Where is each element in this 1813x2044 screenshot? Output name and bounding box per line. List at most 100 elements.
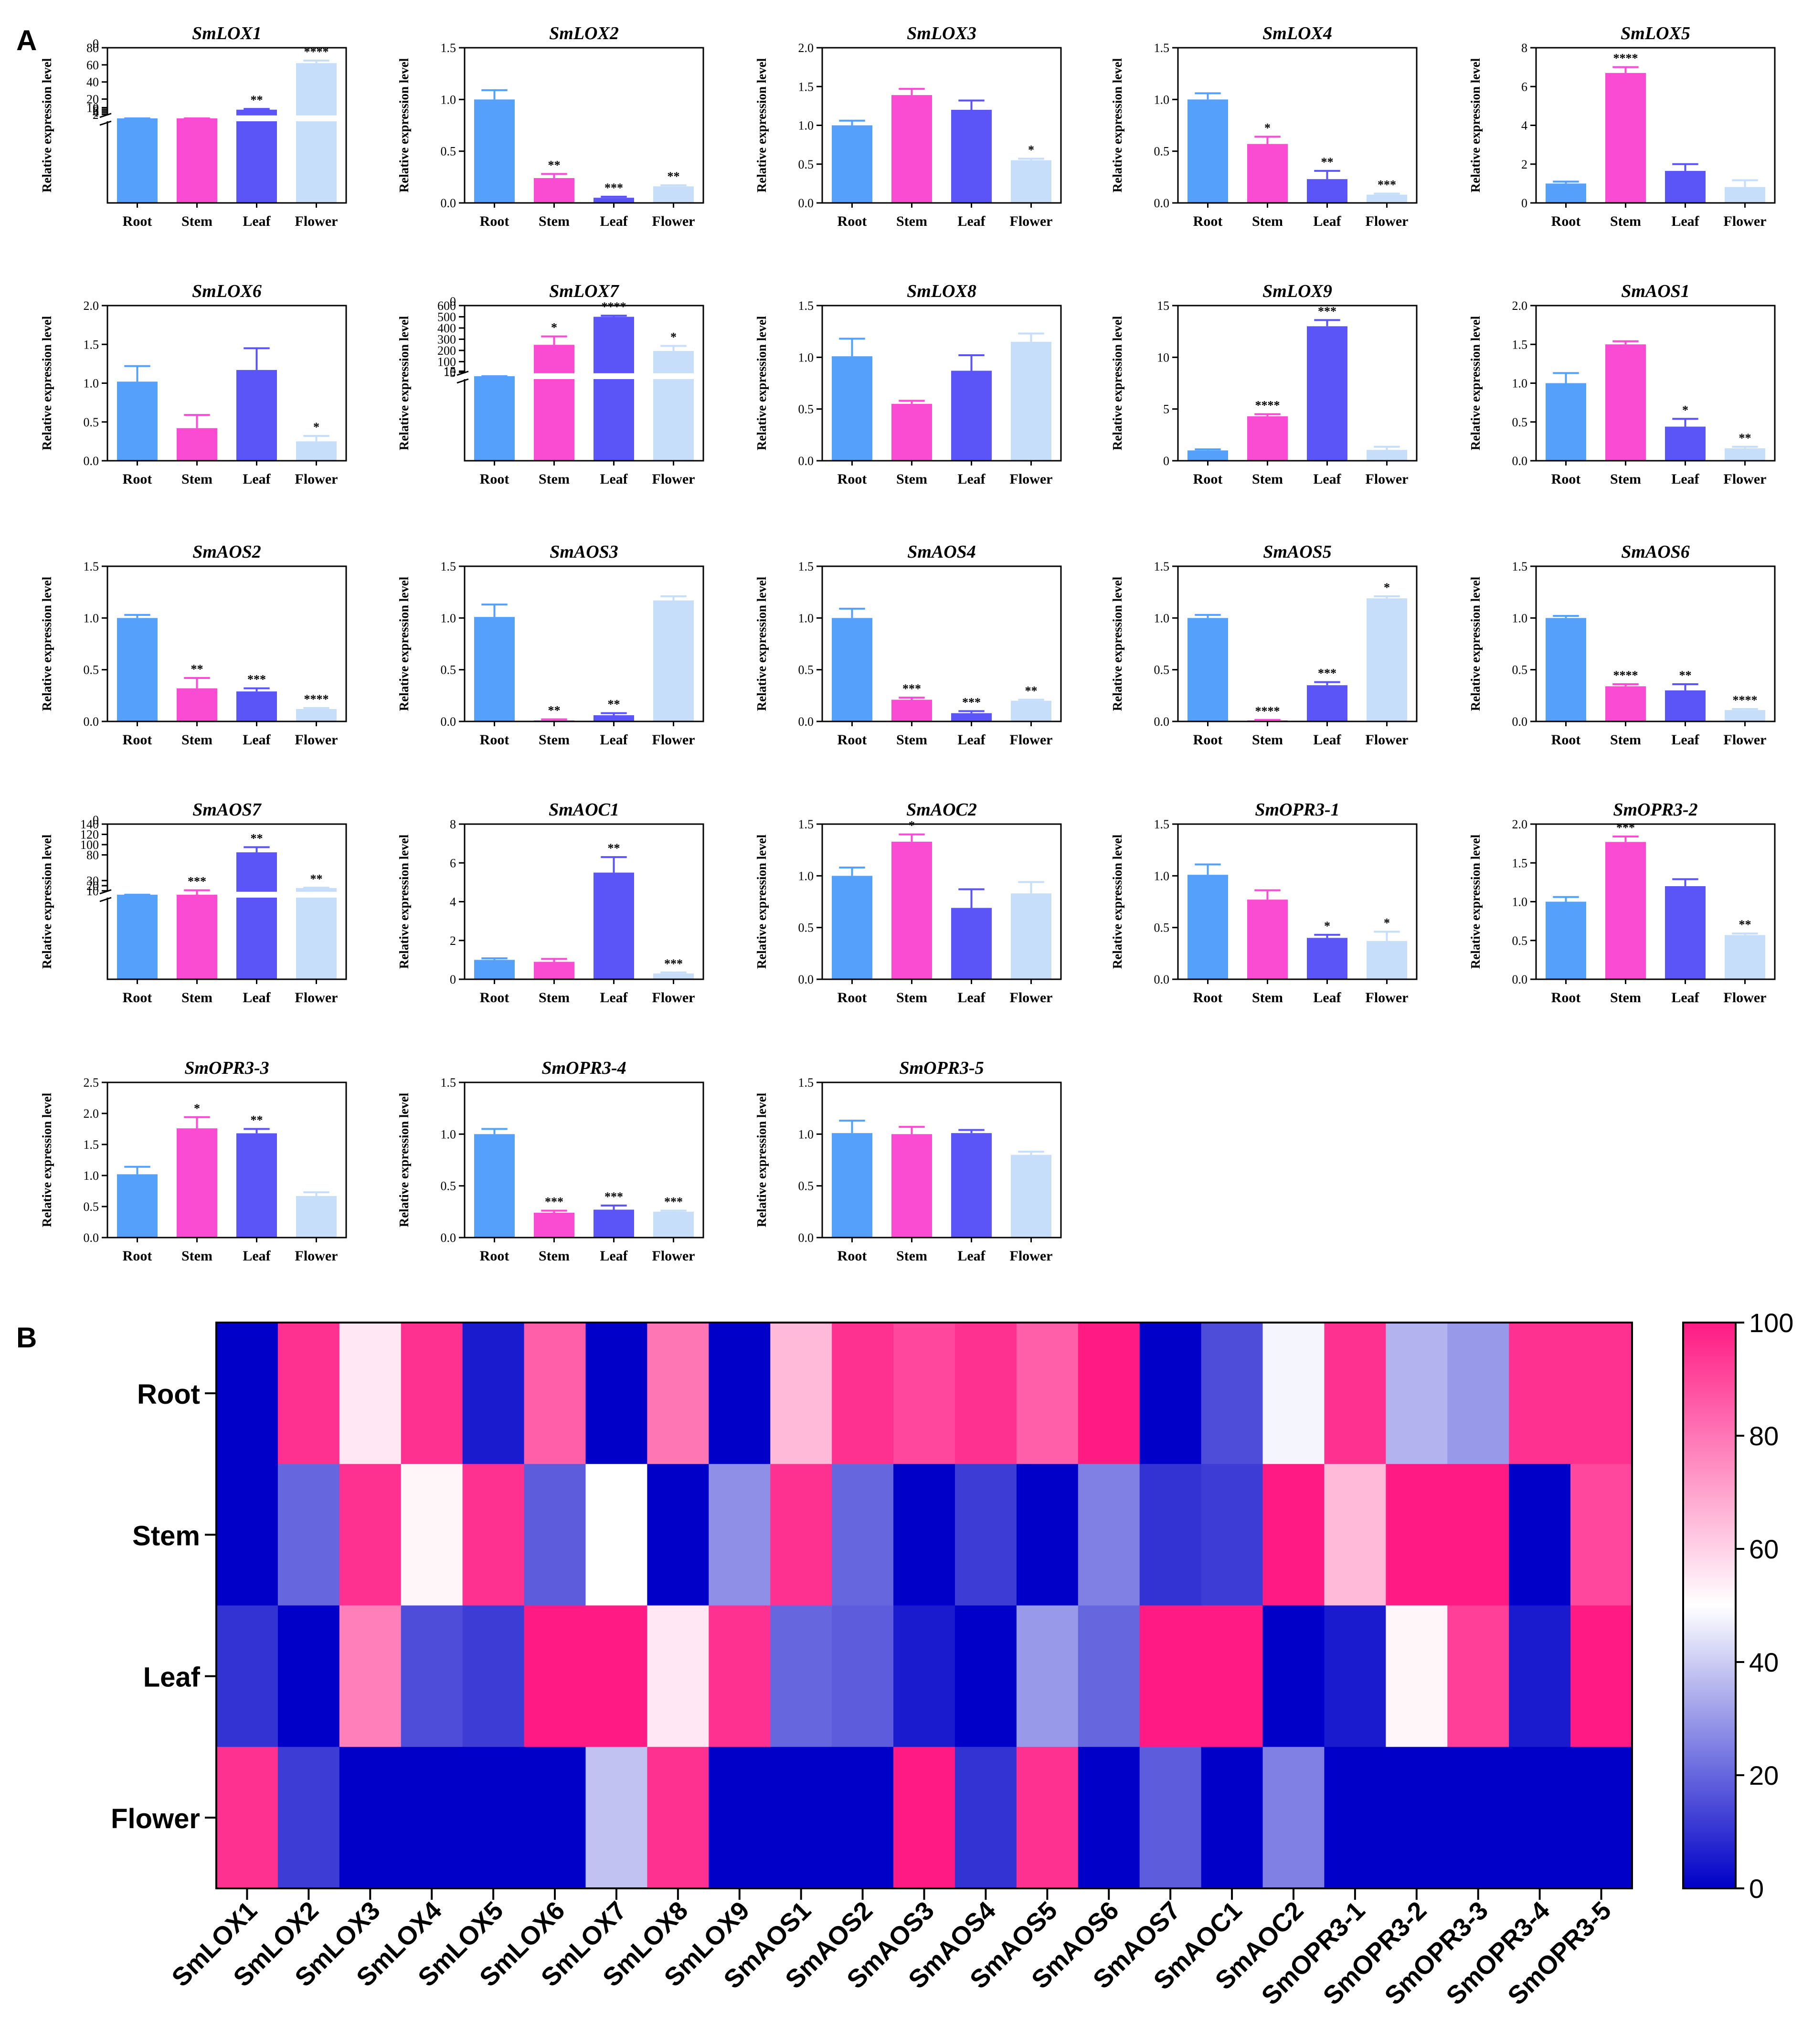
heat-cell-flower-smlox4 [401,1747,463,1889]
y-axis-label: Relative expression level [397,316,411,450]
y-tick-label: 1.5 [798,560,814,573]
heat-cell-flower-smaos6 [1078,1747,1140,1889]
x-tick-label-stem: Stem [539,732,570,748]
subplot-title: SmAOS5 [1263,542,1332,562]
x-tick-label-leaf: Leaf [1313,990,1341,1006]
y-tick-label: 10 [1157,350,1169,364]
bar-stem [1247,416,1288,460]
y-axis-label: Relative expression level [397,576,411,711]
significance-stem: * [909,819,915,833]
x-tick-label-root: Root [123,1248,152,1264]
y-tick-label: 0.5 [84,1200,99,1214]
x-tick-label-root: Root [123,732,152,748]
x-tick-label-leaf: Leaf [600,1248,628,1264]
axes-frame [464,47,704,204]
x-tick-label-stem: Stem [181,213,212,229]
heat-cell-stem-smopr3-3 [1447,1464,1509,1606]
subplot-smaos1: SmAOS1 Relative expression level 0.0 0.5 1.0… [1468,281,1776,487]
x-tick-label-flower: Flower [1010,1248,1053,1264]
y-axis-label: Relative expression level [1110,316,1124,450]
y-tick-label: 1.5 [84,1138,99,1152]
axis-break-mark [99,889,112,895]
significance-flower: *** [1378,178,1396,192]
subplot-smlox9: SmLOX9 Relative expression level 0 5 10 15 Roo… [1110,281,1418,487]
heat-cell-flower-smaos5 [1016,1747,1079,1889]
heat-cell-stem-smlox6 [524,1464,586,1606]
significance-stem: ** [548,704,561,718]
bar-leaf [1665,886,1706,979]
significance-leaf: *** [604,1190,623,1204]
y-tick-label: 5 [1163,402,1169,416]
heat-cell-stem-smaos2 [832,1464,894,1606]
significance-flower: **** [304,45,329,59]
bar-leaf [1665,690,1706,721]
subplot-title: SmLOX6 [192,281,262,301]
y-tick-label: 400 [437,321,456,335]
heat-cell-flower-smaoc2 [1262,1747,1325,1889]
subplot-smaos3: SmAOS3 Relative expression level 0.0 0.5 1.0… [397,542,704,748]
axes-frame [1535,565,1776,722]
colorbar-tick-label: 20 [1749,1760,1779,1790]
bar-break-gap [296,891,337,898]
x-tick-label-leaf: Leaf [1671,732,1699,748]
y-tick-label: 1.5 [1512,560,1528,573]
x-tick-label-stem: Stem [539,1248,570,1264]
row-label-stem: Stem [132,1520,200,1551]
y-tick-label: 4 [1521,119,1527,133]
heat-cell-root-smlox2 [277,1323,340,1465]
bar-root [117,894,158,979]
x-tick-label-stem: Stem [539,471,570,487]
y-axis-label: Relative expression level [754,316,769,450]
y-tick-label: 0.0 [1154,715,1170,729]
subplot-title: SmLOX4 [1262,23,1332,43]
significance-leaf: ** [608,841,620,855]
x-tick-label-root: Root [838,990,867,1006]
heat-cell-stem-smopr3-5 [1570,1464,1633,1606]
y-tick-label: 0 [1521,196,1527,210]
bar-flower [1725,187,1765,202]
heat-cell-root-smlox6 [524,1323,586,1465]
bar-flower [296,441,337,460]
significance-flower: * [670,330,677,344]
subplot-title: SmOPR3-2 [1613,800,1697,820]
x-tick-label-root: Root [123,213,152,229]
bar-leaf [951,1133,992,1237]
significance-flower: *** [664,957,683,971]
y-tick-label: 1.0 [798,869,814,883]
x-tick-label-stem: Stem [1610,990,1641,1006]
bar-stem [1605,842,1646,979]
y-tick-label: 20 [86,93,99,106]
y-tick-label: 0.0 [798,973,814,986]
heat-cell-leaf-smlox9 [709,1605,771,1747]
bar-root [474,1134,515,1237]
axes-frame [821,305,1062,462]
heat-cell-root-smopr3-5 [1570,1323,1633,1465]
y-tick-label: 1.0 [441,611,456,625]
x-tick-label-leaf: Leaf [243,213,271,229]
bar-stem [534,962,574,979]
x-tick-label-flower: Flower [652,1248,695,1264]
subplot-smaos5: SmAOS5 Relative expression level 0.0 0.5 1.0… [1110,542,1418,748]
axes-frame [106,47,347,204]
heat-cell-stem-smaos1 [770,1464,832,1606]
significance-flower: * [1028,143,1034,157]
y-tick-label: 1.0 [84,611,99,625]
axis-break-mark [99,897,112,902]
subplot-title: SmAOC1 [549,800,619,820]
x-tick-label-stem: Stem [1252,990,1283,1006]
bar-flower [653,186,694,202]
bar-stem [177,1128,217,1237]
x-tick-label-stem: Stem [1252,471,1283,487]
heat-cell-leaf-smaos3 [893,1605,955,1747]
bar-root [1546,383,1586,460]
heat-cell-leaf-smlox3 [339,1605,402,1747]
heat-cell-flower-smaos3 [893,1747,955,1889]
heat-cell-root-smlox8 [647,1323,710,1465]
heat-cell-root-smopr3-2 [1386,1323,1448,1465]
heat-cell-stem-smopr3-2 [1386,1464,1448,1606]
y-tick-label: 0 [93,37,99,51]
y-tick-label: 2.0 [798,41,814,55]
heat-cell-stem-smaoc2 [1262,1464,1325,1606]
heat-cell-leaf-smaoc2 [1262,1605,1325,1747]
y-tick-label: 0.0 [1154,196,1170,210]
